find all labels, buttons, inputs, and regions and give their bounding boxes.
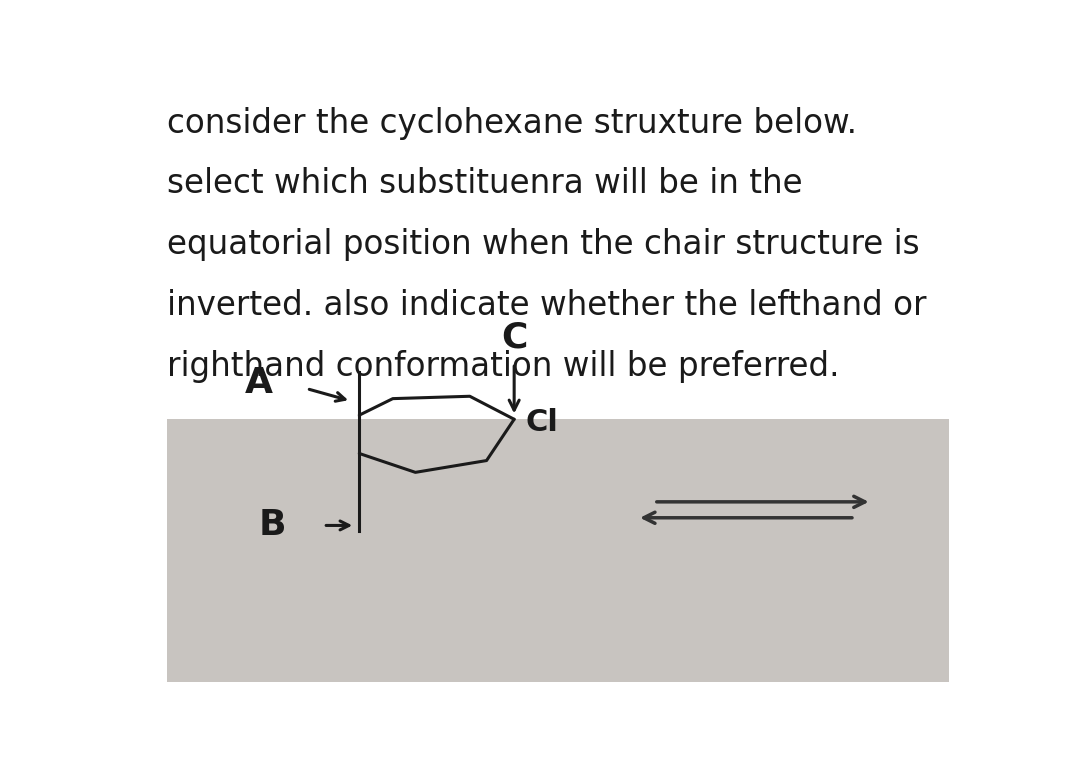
Text: righthand conformation will be preferred.: righthand conformation will be preferred… — [166, 349, 839, 383]
Text: inverted. also indicate whether the lefthand or: inverted. also indicate whether the left… — [166, 289, 927, 322]
Text: consider the cyclohexane struxture below.: consider the cyclohexane struxture below… — [166, 106, 856, 139]
Text: Cl: Cl — [526, 408, 558, 437]
Text: C: C — [501, 320, 527, 355]
Text: select which substituenra will be in the: select which substituenra will be in the — [166, 168, 802, 201]
Text: A: A — [245, 365, 273, 400]
Text: equatorial position when the chair structure is: equatorial position when the chair struc… — [166, 228, 919, 261]
Text: B: B — [258, 509, 286, 542]
Bar — [166, 419, 948, 682]
